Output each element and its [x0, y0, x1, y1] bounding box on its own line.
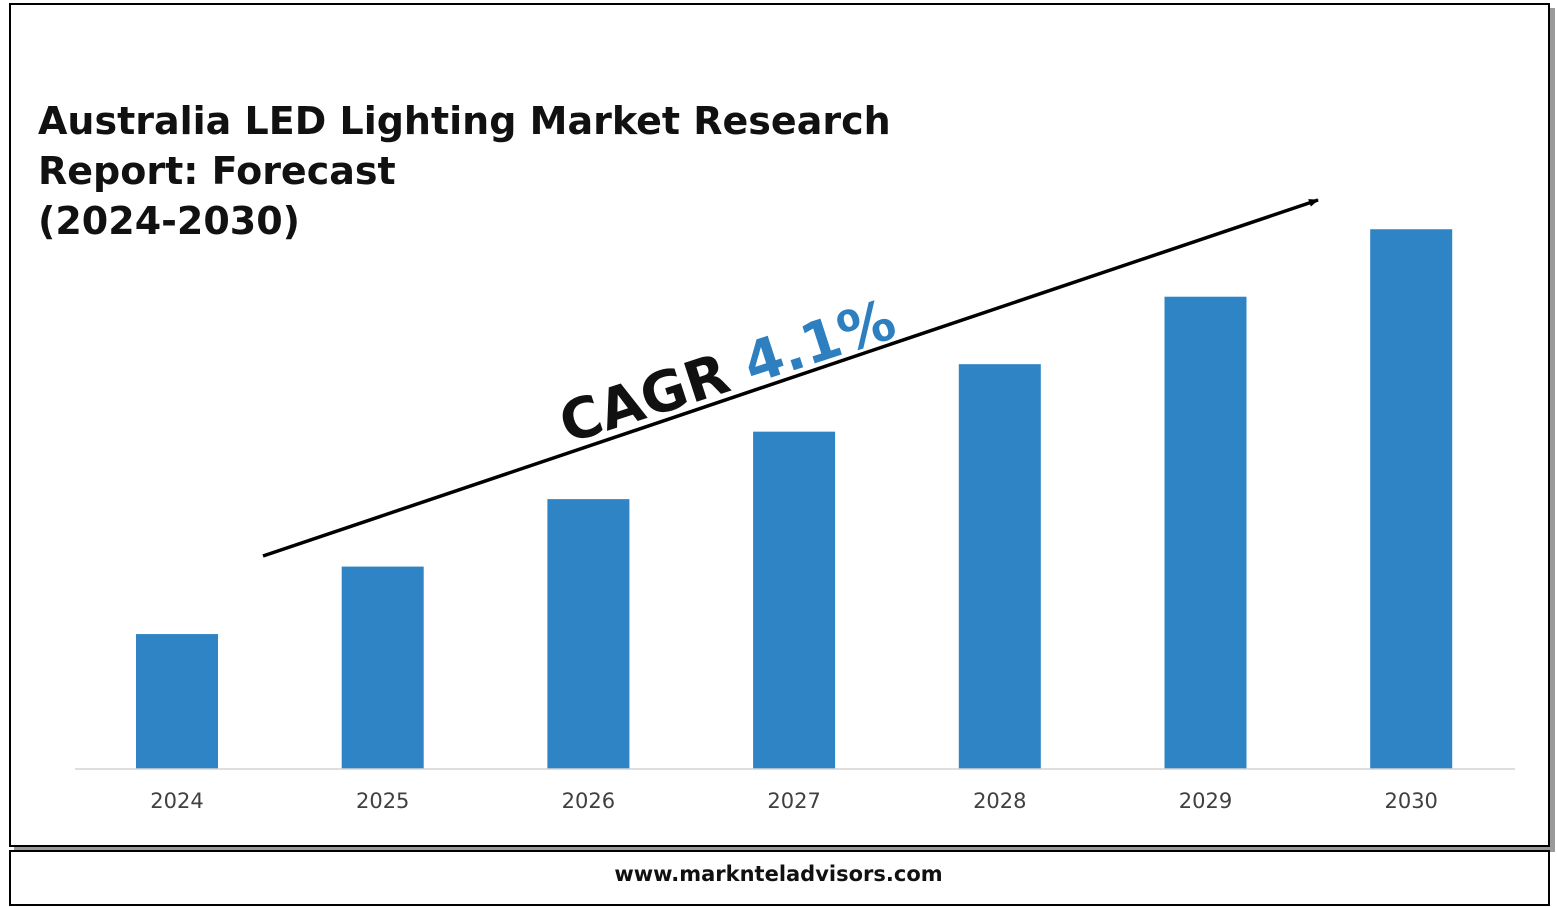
x-tick-label-2026: 2026: [562, 789, 615, 813]
x-tick-label-2029: 2029: [1179, 789, 1232, 813]
x-tick-label-2028: 2028: [973, 789, 1026, 813]
bar-2028: [958, 364, 1041, 769]
bar-2026: [547, 499, 630, 769]
bar-2029: [1164, 296, 1247, 769]
x-tick-label-2025: 2025: [356, 789, 409, 813]
chart-title: Australia LED Lighting Market Research R…: [38, 96, 891, 246]
footer-frame: [9, 850, 1550, 906]
bar-2024: [136, 634, 218, 769]
x-tick-label-2027: 2027: [767, 789, 820, 813]
bar-2025: [341, 566, 424, 769]
footer-url[interactable]: www.marknteladvisors.com: [614, 862, 943, 886]
x-tick-label-2024: 2024: [150, 789, 203, 813]
x-tick-label-2030: 2030: [1384, 789, 1437, 813]
title-line-2: Report: Forecast: [38, 149, 396, 193]
bar-2030: [1370, 229, 1453, 769]
title-line-3: (2024-2030): [38, 199, 301, 243]
title-line-1: Australia LED Lighting Market Research: [38, 99, 891, 143]
bar-2027: [753, 431, 836, 769]
growth-arrow: [262, 198, 1319, 558]
